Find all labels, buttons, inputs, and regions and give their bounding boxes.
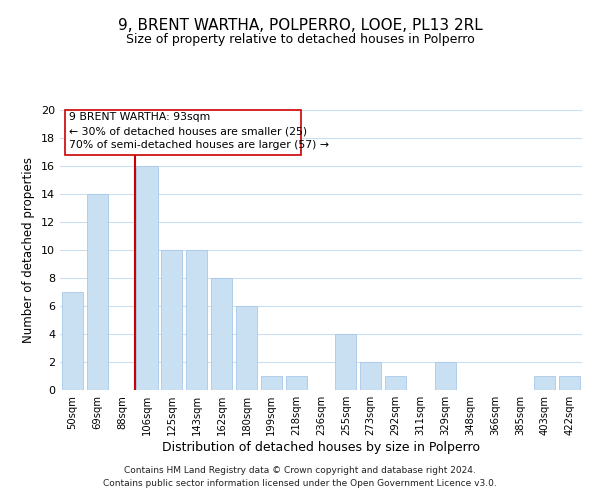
Bar [335, 334, 356, 390]
Text: 9, BRENT WARTHA, POLPERRO, LOOE, PL13 2RL: 9, BRENT WARTHA, POLPERRO, LOOE, PL13 2R… [118, 18, 482, 32]
Text: 9 BRENT WARTHA: 93sqm
← 30% of detached houses are smaller (25)
70% of semi-deta: 9 BRENT WARTHA: 93sqm ← 30% of detached … [69, 112, 329, 150]
Bar [211, 278, 232, 390]
Bar [236, 306, 257, 390]
Bar [62, 292, 83, 390]
Text: Size of property relative to detached houses in Polperro: Size of property relative to detached ho… [125, 32, 475, 46]
Bar [161, 250, 182, 390]
Bar [360, 362, 381, 390]
Bar [286, 376, 307, 390]
Bar [261, 376, 282, 390]
Bar [534, 376, 555, 390]
Text: Contains HM Land Registry data © Crown copyright and database right 2024.
Contai: Contains HM Land Registry data © Crown c… [103, 466, 497, 487]
Bar [186, 250, 207, 390]
Y-axis label: Number of detached properties: Number of detached properties [22, 157, 35, 343]
Bar [385, 376, 406, 390]
Bar [435, 362, 456, 390]
FancyBboxPatch shape [65, 110, 301, 155]
X-axis label: Distribution of detached houses by size in Polperro: Distribution of detached houses by size … [162, 441, 480, 454]
Bar [559, 376, 580, 390]
Bar [87, 194, 108, 390]
Bar [136, 166, 158, 390]
